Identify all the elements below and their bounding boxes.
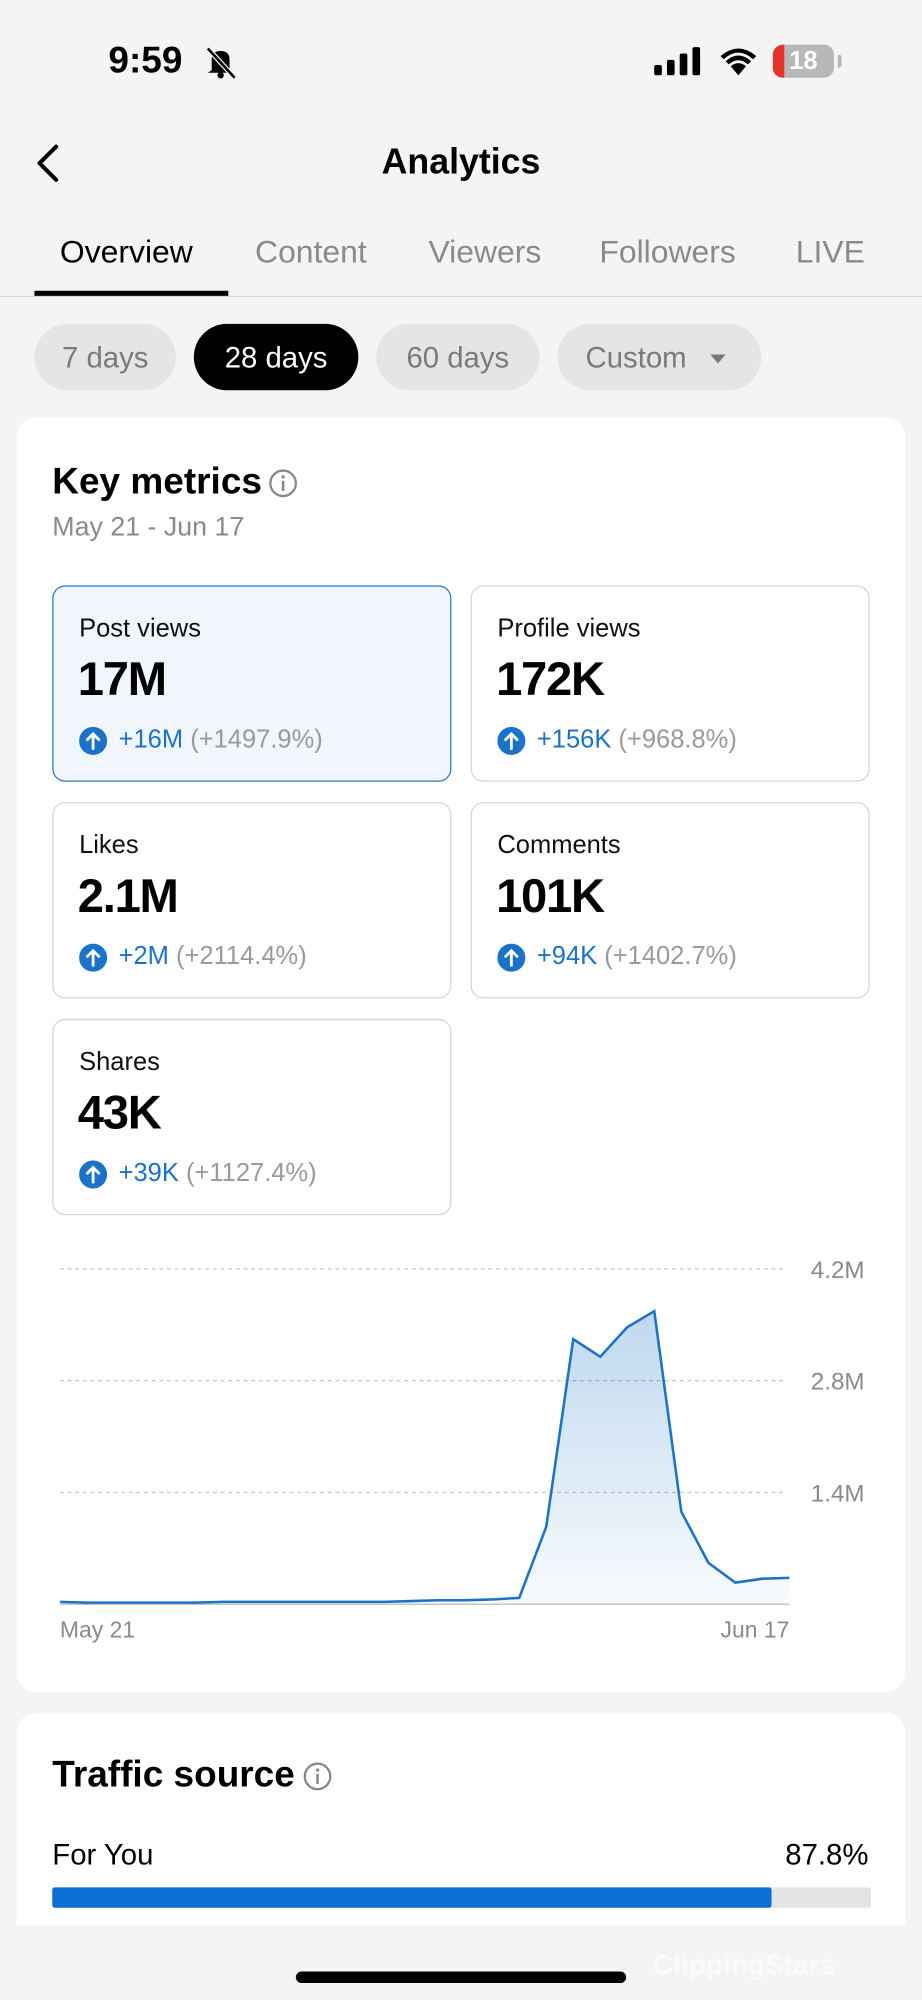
watermark: ClippingStars bbox=[652, 1948, 836, 1981]
metric-card[interactable]: Profile views 172K +156K (+968.8%) bbox=[470, 585, 870, 782]
traffic-bar bbox=[52, 1887, 772, 1908]
back-button[interactable] bbox=[33, 143, 64, 184]
battery-level: 18 bbox=[789, 47, 818, 76]
metric-value: 2.1M bbox=[77, 869, 179, 922]
metric-change-pct: (+1127.4%) bbox=[185, 1159, 317, 1188]
metric-value: 172K bbox=[496, 652, 605, 706]
x-tick-label: Jun 17 bbox=[720, 1616, 789, 1642]
clock: 9:59 bbox=[108, 40, 183, 82]
section-title: Traffic source bbox=[52, 1754, 295, 1796]
period-pill[interactable]: 28 days bbox=[193, 323, 359, 391]
area bbox=[59, 1311, 790, 1605]
metric-change: +94K bbox=[536, 942, 598, 971]
up-icon bbox=[497, 943, 526, 972]
metric-change-pct: (+1402.7%) bbox=[604, 942, 737, 971]
metric-label: Shares bbox=[79, 1048, 160, 1077]
up-icon bbox=[79, 943, 108, 972]
signal-icon bbox=[654, 47, 701, 76]
tab[interactable]: Overview bbox=[59, 234, 193, 271]
traffic-track bbox=[52, 1887, 871, 1908]
traffic-value: 87.8% bbox=[785, 1837, 869, 1871]
silent-icon bbox=[205, 46, 237, 80]
metric-value: 17M bbox=[77, 652, 167, 706]
metric-label: Post views bbox=[79, 614, 201, 643]
chart: 1.4M 2.8M 4.2M May 21 Jun 17 bbox=[59, 1257, 865, 1642]
page-title: Analytics bbox=[381, 141, 541, 182]
metric-card[interactable]: Likes 2.1M +2M (+2114.4%) bbox=[52, 802, 452, 999]
period-pill[interactable]: 60 days bbox=[376, 323, 540, 391]
period-pill[interactable]: Custom bbox=[557, 323, 762, 391]
y-tick-label: 4.2M bbox=[811, 1257, 865, 1284]
metric-value: 101K bbox=[496, 869, 605, 922]
period-pill[interactable]: 7 days bbox=[34, 323, 176, 391]
tab-indicator bbox=[34, 290, 229, 296]
metric-label: Comments bbox=[497, 831, 621, 860]
metric-change: +156K bbox=[536, 725, 612, 754]
up-icon bbox=[497, 726, 526, 755]
metric-change: +16M bbox=[118, 725, 184, 754]
tab[interactable]: Followers bbox=[599, 234, 736, 271]
metric-change: +39K bbox=[118, 1159, 179, 1188]
metric-change-pct: (+2114.4%) bbox=[176, 942, 307, 971]
metric-label: Likes bbox=[79, 831, 139, 860]
metric-card[interactable]: Post views 17M +16M (+1497.9%) bbox=[52, 585, 452, 782]
metric-card[interactable]: Shares 43K +39K (+1127.4%) bbox=[52, 1018, 452, 1216]
info-icon[interactable] bbox=[302, 1761, 333, 1792]
x-tick-label: May 21 bbox=[60, 1616, 135, 1642]
metric-change: +2M bbox=[118, 942, 169, 971]
line bbox=[59, 1309, 790, 1604]
metric-card[interactable]: Comments 101K +94K (+1402.7%) bbox=[470, 802, 870, 999]
metric-value: 43K bbox=[77, 1086, 162, 1139]
up-icon bbox=[79, 726, 108, 755]
metric-label: Profile views bbox=[497, 614, 641, 643]
section-title: Key metrics bbox=[52, 461, 262, 503]
info-icon[interactable] bbox=[268, 468, 299, 499]
date-range: May 21 - Jun 17 bbox=[52, 512, 245, 542]
tab[interactable]: Content bbox=[255, 234, 367, 271]
up-icon bbox=[79, 1160, 108, 1189]
period-label: Custom bbox=[585, 340, 687, 374]
y-tick-label: 2.8M bbox=[811, 1369, 865, 1396]
y-tick-label: 1.4M bbox=[811, 1480, 865, 1507]
home-indicator bbox=[295, 1971, 627, 1983]
traffic-source-card bbox=[16, 1712, 906, 1968]
battery: 18 bbox=[772, 44, 835, 78]
wifi-icon bbox=[720, 48, 757, 76]
traffic-label: For You bbox=[52, 1837, 154, 1871]
metric-change-pct: (+968.8%) bbox=[618, 725, 737, 754]
tab[interactable]: Viewers bbox=[428, 234, 542, 271]
metric-change-pct: (+1497.9%) bbox=[190, 725, 323, 754]
tab[interactable]: LIVE bbox=[795, 234, 865, 271]
